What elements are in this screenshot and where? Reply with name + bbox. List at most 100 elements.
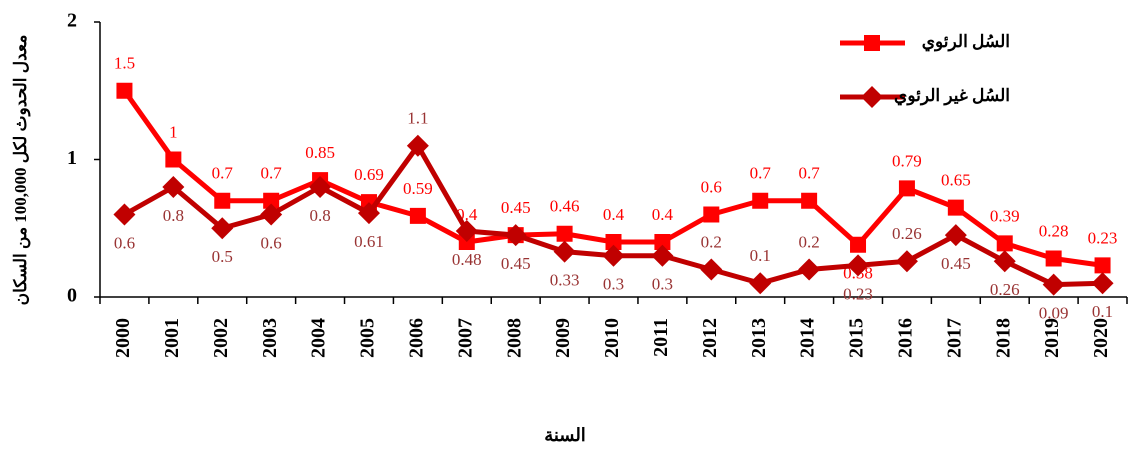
x-tick-label: 2000 [112, 318, 134, 358]
point [752, 192, 769, 209]
data-label: 0.39 [990, 206, 1020, 225]
data-label: 0.45 [501, 254, 531, 273]
point [1045, 250, 1062, 267]
data-label: 1.5 [114, 54, 135, 73]
data-label: 0.26 [892, 224, 922, 243]
point [898, 180, 915, 197]
data-label: 0.7 [212, 164, 234, 183]
x-tick-label: 2010 [601, 318, 623, 358]
data-label: 0.48 [452, 250, 482, 269]
data-label: 0.2 [798, 232, 819, 251]
data-label: 0.3 [603, 275, 624, 294]
point [406, 134, 429, 157]
x-tick-label: 2006 [405, 318, 427, 358]
data-label: 0.2 [701, 232, 722, 251]
x-tick-label: 2011 [650, 318, 672, 357]
data-label: 0.4 [603, 205, 625, 224]
point [504, 224, 527, 247]
point [847, 254, 870, 277]
data-label: 0.5 [212, 247, 233, 266]
point [1091, 272, 1114, 295]
data-label: 0.6 [114, 233, 135, 252]
data-label: 0.09 [1039, 304, 1069, 323]
y-tick-label: 1 [67, 147, 77, 169]
point [556, 225, 573, 242]
point [113, 203, 136, 226]
point [553, 240, 576, 263]
data-label: 0.61 [354, 232, 384, 251]
data-label: 0.23 [1088, 228, 1118, 247]
data-label: 0.26 [990, 280, 1020, 299]
data-label: 0.3 [652, 275, 673, 294]
data-label: 1.1 [407, 109, 428, 128]
data-label: 0.79 [892, 151, 922, 170]
x-tick-label: 2018 [992, 318, 1014, 358]
data-label: 0.6 [701, 177, 722, 196]
data-label: 0.7 [798, 164, 820, 183]
data-label: 0.45 [501, 198, 531, 217]
x-tick-label: 2005 [357, 318, 379, 358]
point [116, 82, 133, 99]
x-tick-label: 2016 [895, 318, 917, 358]
x-tick-label: 2007 [454, 318, 476, 358]
point [605, 234, 622, 250]
x-tick-label: 2002 [210, 318, 232, 358]
point [165, 151, 182, 168]
series: 0.60.80.50.60.80.611.10.48 0.450.33 0.3 0.3… [113, 109, 1114, 323]
data-label: 0.33 [550, 271, 580, 290]
legend-label: السُل غير الرئوي [894, 86, 1010, 106]
point [895, 250, 918, 273]
point [654, 234, 671, 250]
point [211, 217, 234, 240]
point [1042, 273, 1065, 296]
point [214, 192, 231, 209]
data-label: 0.7 [261, 164, 283, 183]
data-label: 1 [169, 122, 178, 141]
point [798, 258, 821, 281]
x-tick-label: 2019 [1041, 318, 1063, 358]
x-tick-label: 2004 [308, 318, 330, 358]
data-label: 0.1 [750, 246, 771, 265]
point [162, 176, 185, 198]
data-label: 0.45 [941, 254, 971, 273]
point [996, 235, 1013, 252]
point [309, 176, 332, 198]
point [993, 250, 1016, 273]
data-label: 0.7 [750, 164, 772, 183]
point [947, 199, 964, 216]
point [801, 192, 818, 209]
point [263, 192, 280, 209]
point [455, 220, 478, 242]
x-tick-label: 2020 [1090, 318, 1112, 358]
data-label: 0.59 [403, 179, 433, 198]
series: 1.510.7 0.70.850.690.590.4 0.45 0.46 0.4 0.40… [114, 54, 1118, 283]
data-label: 0.46 [550, 197, 580, 216]
x-tick-label: 2012 [699, 318, 721, 358]
data-label: 0.65 [941, 171, 971, 190]
point [861, 86, 883, 108]
data-label: 0.8 [309, 206, 330, 225]
point [749, 272, 772, 295]
data-label: 0.85 [305, 143, 335, 162]
data-label: 0.28 [1039, 221, 1069, 240]
x-tick-label: 2014 [797, 318, 819, 358]
point [409, 207, 426, 224]
x-tick-label: 2015 [846, 318, 868, 358]
point [260, 203, 283, 226]
x-axis-title: السنة [544, 425, 586, 445]
point [703, 206, 720, 223]
point [1094, 257, 1111, 274]
point [944, 224, 967, 247]
x-tick-label: 2009 [552, 318, 574, 358]
data-label: 0.69 [354, 165, 384, 184]
y-tick-label: 2 [67, 10, 77, 32]
legend-label: السُل الرئوي [922, 32, 1010, 52]
data-label: 0.4 [652, 205, 674, 224]
point [864, 35, 880, 51]
point [850, 236, 867, 253]
y-tick-label: 0 [67, 285, 77, 307]
data-label: 0.23 [843, 284, 873, 303]
point [651, 244, 674, 267]
data-label: 0.6 [261, 233, 282, 252]
